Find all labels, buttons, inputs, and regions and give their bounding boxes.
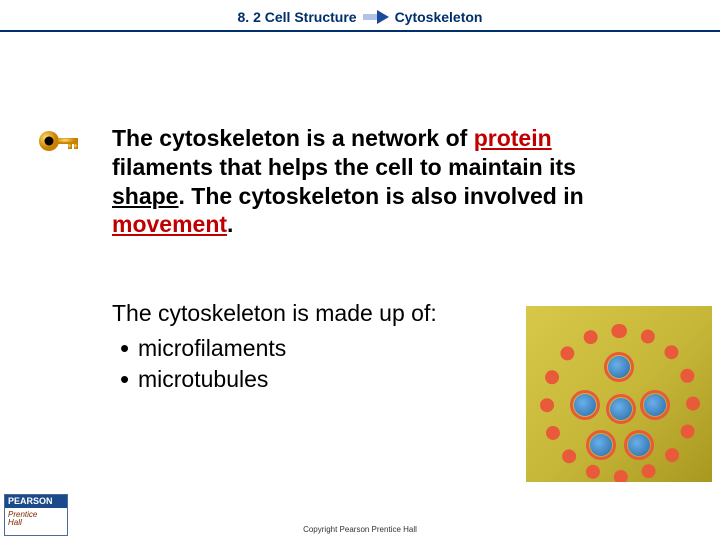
highlight-shape: shape (112, 183, 178, 209)
slide-header: 8. 2 Cell Structure Cytoskeleton (0, 8, 720, 32)
text-segment: The cytoskeleton is a network of (112, 125, 474, 151)
sub-section: The cytoskeleton is made up of: microfil… (112, 298, 592, 395)
sub-intro: The cytoskeleton is made up of: (112, 298, 592, 329)
highlight-protein: protein (474, 125, 552, 151)
list-item: microfilaments (138, 333, 592, 364)
copyright-text: Copyright Pearson Prentice Hall (0, 525, 720, 534)
list-item: microtubules (138, 364, 592, 395)
cell-cross-section-image (526, 306, 712, 482)
chapter-label: 8. 2 Cell Structure (238, 9, 357, 25)
subtitle-label: Cytoskeleton (395, 9, 483, 25)
arrow-right-icon (363, 10, 389, 24)
text-segment: . The cytoskeleton is also involved in (178, 183, 583, 209)
text-segment: . (227, 211, 233, 237)
key-icon (38, 128, 80, 154)
logo-line1: PEARSON (5, 495, 67, 508)
highlight-movement: movement (112, 211, 227, 237)
bullet-list: microfilaments microtubules (112, 333, 592, 395)
main-paragraph: The cytoskeleton is a network of protein… (112, 124, 632, 239)
text-segment: filaments that helps the cell to maintai… (112, 154, 576, 180)
